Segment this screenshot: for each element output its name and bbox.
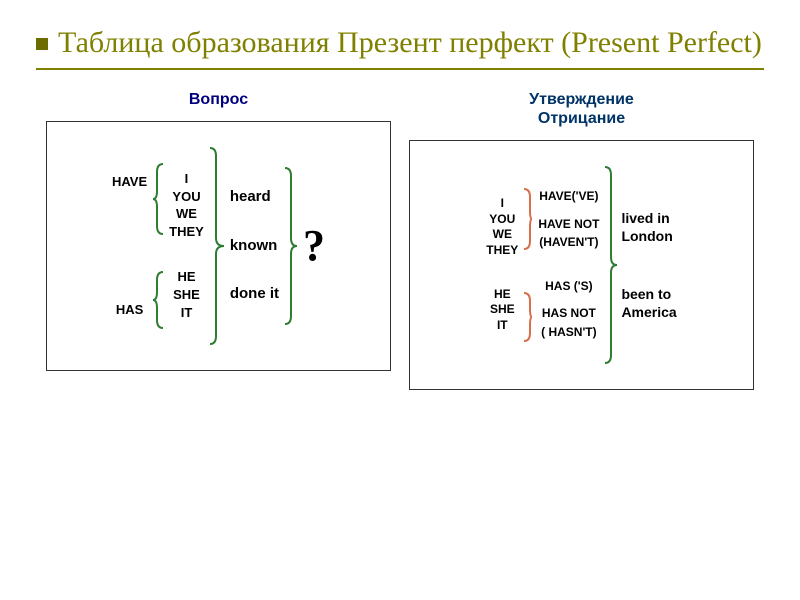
subjects-has: HESHEIT bbox=[490, 287, 515, 334]
aux-have-neg-2: (HAVEN'T) bbox=[539, 235, 598, 251]
question-verbs: heard known done it bbox=[230, 187, 279, 304]
column-aff-neg: Утверждение Отрицание IYOUWETHEY HESHEIT bbox=[409, 90, 754, 390]
columns: Вопрос HAVE HAS IYOUW bbox=[36, 90, 764, 390]
panel-aff-neg: IYOUWETHEY HESHEIT HAVE('VE) HAVE NOT bbox=[409, 140, 754, 390]
aff-neg-subjects: IYOUWETHEY HESHEIT bbox=[486, 196, 518, 333]
header-neg: Отрицание bbox=[409, 109, 754, 128]
verb-item: heard bbox=[230, 187, 271, 207]
subject-item: WE bbox=[493, 227, 512, 243]
verb-item: known bbox=[230, 236, 278, 256]
compl-2a: been to bbox=[621, 285, 671, 303]
aux-have-neg-1: HAVE NOT bbox=[538, 217, 599, 233]
header-aff-neg: Утверждение Отрицание bbox=[409, 90, 754, 128]
subject-item: WE bbox=[176, 205, 197, 223]
aff-neg-complements: lived in London been to America bbox=[621, 209, 676, 322]
subjects-have: IYOUWETHEY bbox=[486, 196, 518, 258]
panel-question: HAVE HAS IYOUWETHEY HESHEIT bbox=[46, 121, 391, 371]
brace-open-icon bbox=[151, 162, 165, 236]
title-rule bbox=[36, 68, 764, 70]
subject-item: I bbox=[185, 170, 189, 188]
aff-neg-group: IYOUWETHEY HESHEIT HAVE('VE) HAVE NOT bbox=[486, 165, 676, 365]
subject-item: SHE bbox=[173, 286, 200, 304]
subject-item: SHE bbox=[490, 302, 515, 318]
compl-1a: lived in bbox=[621, 209, 669, 227]
subject-item: YOU bbox=[489, 212, 515, 228]
brace-close-icon bbox=[208, 146, 226, 346]
title-block: Таблица образования Презент перфект (Pre… bbox=[36, 24, 764, 62]
brace-open-icon bbox=[151, 270, 165, 330]
subject-item: YOU bbox=[172, 188, 200, 206]
aux-has-pos: HAS ('S) bbox=[545, 279, 593, 295]
subjects-have: IYOUWETHEY bbox=[169, 170, 204, 240]
header-question: Вопрос bbox=[46, 90, 391, 109]
verb-item: done it bbox=[230, 284, 279, 304]
brace-close-icon bbox=[603, 165, 619, 365]
aff-neg-aux: HAVE('VE) HAVE NOT (HAVEN'T) HAS ('S) HA… bbox=[538, 189, 599, 341]
brace-close-icon bbox=[522, 291, 534, 343]
subject-item: THEY bbox=[169, 223, 204, 241]
brace-close-icon bbox=[283, 166, 299, 326]
aux-has-neg-1: HAS NOT bbox=[542, 306, 596, 322]
question-small-braces bbox=[151, 162, 165, 330]
aux-have-pos: HAVE('VE) bbox=[539, 189, 598, 205]
compl-1b: London bbox=[621, 227, 672, 245]
aff-neg-small-braces bbox=[522, 187, 534, 343]
subject-item: HE bbox=[177, 268, 195, 286]
aux-has: HAS bbox=[116, 301, 143, 319]
aux-has-neg-2: ( HASN'T) bbox=[541, 325, 597, 341]
aux-have: HAVE bbox=[112, 173, 147, 191]
subjects-has: HESHEIT bbox=[173, 268, 200, 321]
subject-item: I bbox=[501, 196, 504, 212]
subject-item: HE bbox=[494, 287, 511, 303]
brace-close-icon bbox=[522, 187, 534, 251]
column-question: Вопрос HAVE HAS IYOUW bbox=[46, 90, 391, 390]
page-title: Таблица образования Презент перфект (Pre… bbox=[36, 24, 764, 62]
header-aff: Утверждение bbox=[409, 90, 754, 109]
question-mark: ? bbox=[303, 220, 325, 271]
question-aux-stack: HAVE HAS bbox=[112, 173, 147, 318]
title-text: Таблица образования Презент перфект (Pre… bbox=[58, 26, 762, 59]
title-bullet-icon bbox=[36, 38, 48, 50]
subject-item: IT bbox=[181, 304, 193, 322]
question-group: HAVE HAS IYOUWETHEY HESHEIT bbox=[112, 146, 325, 346]
question-subjects: IYOUWETHEY HESHEIT bbox=[169, 170, 204, 321]
subject-item: IT bbox=[497, 318, 508, 334]
compl-2b: America bbox=[621, 303, 676, 321]
subject-item: THEY bbox=[486, 243, 518, 259]
